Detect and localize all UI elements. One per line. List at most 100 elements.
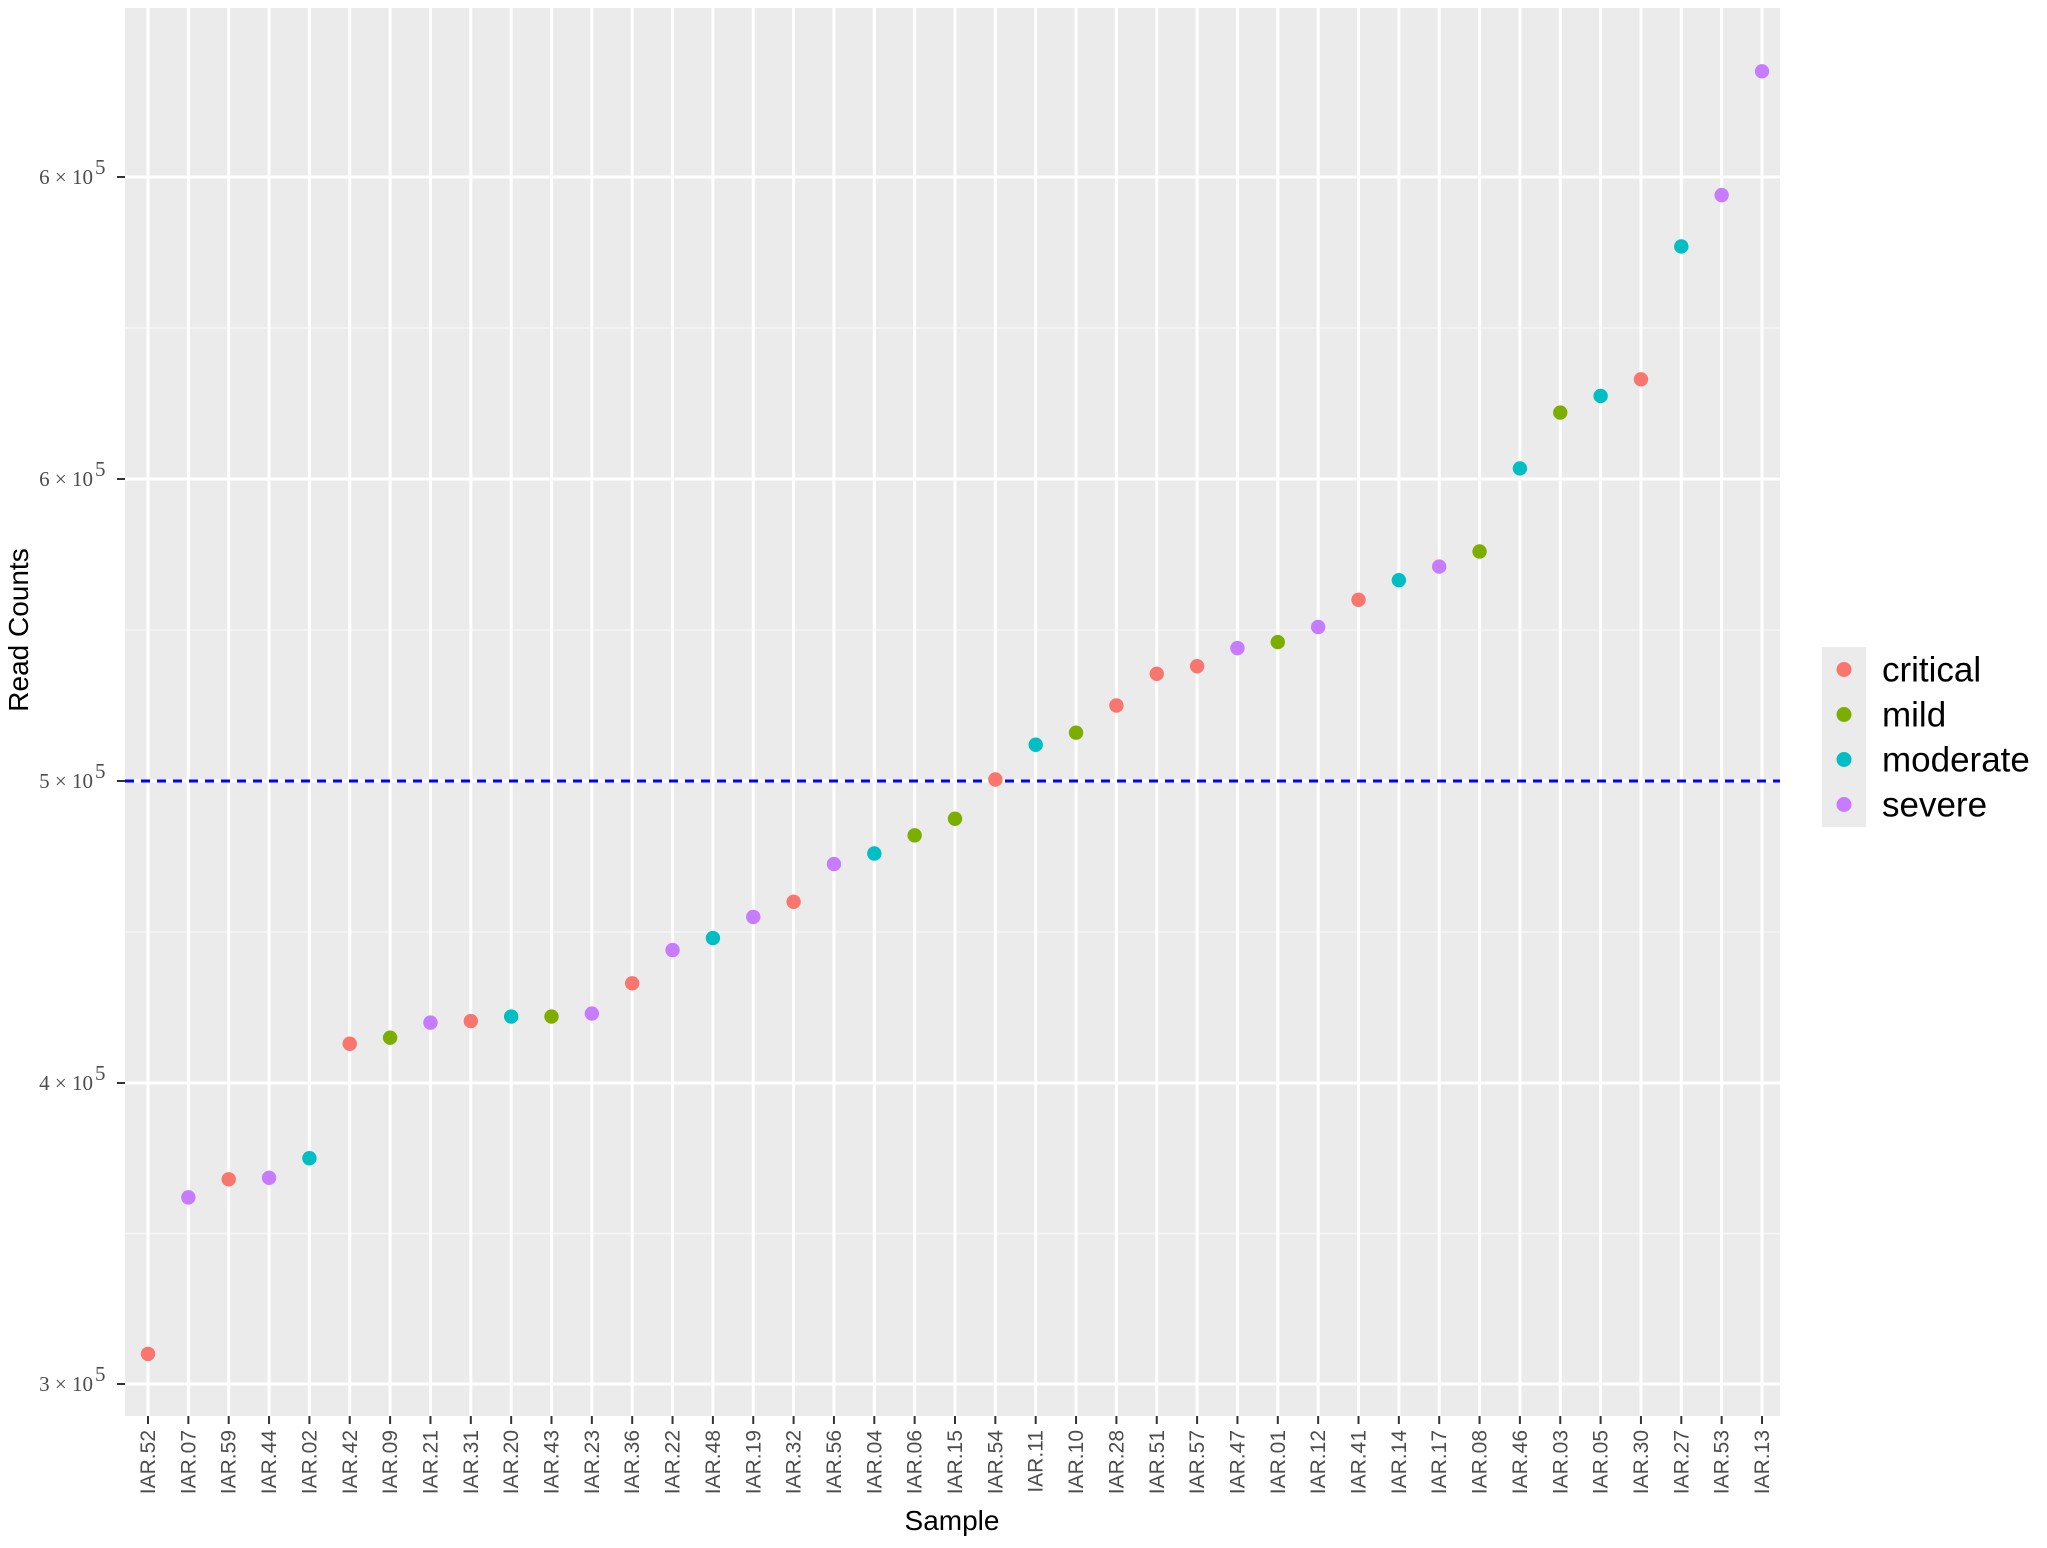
- x-tick-label: IAR.59: [218, 1430, 241, 1494]
- x-tick-label: IAR.19: [742, 1430, 765, 1494]
- data-point: [302, 1151, 317, 1166]
- data-point: [1674, 239, 1689, 254]
- data-point: [503, 1009, 519, 1024]
- x-tick-label: IAR.13: [1751, 1430, 1774, 1494]
- x-tick-label: IAR.54: [984, 1430, 1007, 1495]
- legend-label: critical: [1882, 651, 1981, 690]
- x-tick-label: IAR.06: [904, 1430, 927, 1494]
- data-point: [1028, 737, 1043, 752]
- data-point: [867, 846, 882, 861]
- x-tick-label: IAR.52: [137, 1430, 160, 1494]
- panel-background: [125, 8, 1780, 1416]
- legend-key: [1836, 707, 1852, 722]
- y-tick-label: 3 × 10: [39, 1372, 93, 1396]
- x-tick-label: IAR.22: [662, 1430, 685, 1494]
- data-point: [705, 930, 721, 946]
- x-tick-label: IAR.56: [823, 1430, 846, 1494]
- data-point: [1270, 634, 1286, 650]
- x-tick-label: IAR.43: [541, 1430, 564, 1494]
- y-tick-exponent: 5: [95, 1061, 106, 1085]
- y-tick-exponent: 5: [95, 1362, 106, 1386]
- data-point: [1109, 698, 1124, 713]
- x-tick-label: IAR.41: [1348, 1430, 1371, 1494]
- x-tick-label: IAR.17: [1428, 1430, 1451, 1494]
- x-tick-label: IAR.08: [1469, 1430, 1492, 1494]
- data-point: [1310, 619, 1326, 635]
- x-tick-label: IAR.11: [1025, 1430, 1048, 1493]
- x-tick-label: IAR.48: [702, 1430, 725, 1494]
- x-tick-label: IAR.57: [1186, 1430, 1209, 1494]
- data-point: [1391, 572, 1407, 588]
- x-tick-label: IAR.44: [258, 1430, 281, 1495]
- data-point: [907, 828, 922, 843]
- x-tick-label: IAR.04: [863, 1430, 886, 1495]
- data-point: [947, 811, 963, 826]
- legend-key: [1836, 752, 1852, 767]
- grid-major: [125, 8, 1780, 1416]
- y-axis-title: Read Counts: [3, 548, 34, 711]
- legend-label: mild: [1882, 696, 1946, 735]
- x-tick-label: IAR.02: [298, 1430, 321, 1494]
- data-point: [665, 942, 680, 958]
- y-tick-exponent: 5: [95, 155, 106, 179]
- x-tick-label: IAR.03: [1549, 1430, 1572, 1494]
- data-point: [625, 976, 640, 991]
- y-tick-label: 6 × 10: [39, 165, 93, 189]
- x-tick-label: IAR.20: [500, 1430, 523, 1494]
- y-tick-label: 6 × 10: [39, 467, 93, 491]
- x-tick-label: IAR.05: [1590, 1430, 1613, 1494]
- data-point: [1633, 372, 1649, 387]
- legend-key: [1836, 797, 1852, 812]
- x-tick-label: IAR.51: [1146, 1430, 1169, 1494]
- data-point: [1432, 559, 1447, 574]
- x-tick-label: IAR.10: [1065, 1430, 1088, 1494]
- x-tick-label: IAR.12: [1307, 1430, 1330, 1494]
- data-point: [1189, 659, 1205, 674]
- x-tick-label: IAR.23: [581, 1430, 604, 1494]
- x-tick-label: IAR.07: [177, 1430, 200, 1494]
- legend: critical mild moderate severe: [1822, 647, 2030, 827]
- x-tick-label: IAR.21: [419, 1430, 442, 1494]
- y-tick-label: 4 × 10: [39, 1071, 93, 1095]
- data-point: [1754, 64, 1770, 79]
- data-point: [746, 909, 761, 925]
- x-tick-label: IAR.01: [1267, 1430, 1290, 1494]
- x-tick-label: IAR.47: [1226, 1430, 1249, 1494]
- x-tick-label: IAR.53: [1711, 1430, 1734, 1494]
- y-axis: 3 × 10 54 × 10 55 × 10 56 × 10 56 × 10 5: [39, 155, 125, 1396]
- x-tick-label: IAR.15: [944, 1430, 967, 1494]
- x-tick-label: IAR.09: [379, 1430, 402, 1494]
- data-point: [221, 1172, 236, 1187]
- data-point: [826, 856, 842, 872]
- data-point: [1553, 405, 1568, 420]
- legend-label: moderate: [1882, 741, 2030, 780]
- data-point: [463, 1013, 478, 1029]
- x-tick-label: IAR.42: [339, 1430, 362, 1494]
- x-tick-label: IAR.46: [1509, 1430, 1532, 1494]
- data-point: [181, 1190, 196, 1205]
- y-tick-exponent: 5: [95, 457, 106, 481]
- data-point: [423, 1015, 438, 1030]
- x-axis-title: Sample: [905, 1505, 1000, 1536]
- data-point: [1351, 592, 1366, 607]
- data-point: [342, 1036, 357, 1051]
- data-point: [1472, 544, 1487, 559]
- data-points: [140, 64, 1770, 1362]
- x-tick-label: IAR.31: [460, 1430, 483, 1494]
- x-tick-label: IAR.36: [621, 1430, 644, 1494]
- x-tick-label: IAR.14: [1388, 1430, 1411, 1495]
- data-point: [786, 894, 801, 909]
- x-tick-label: IAR.32: [783, 1430, 806, 1494]
- data-point: [1714, 187, 1729, 203]
- data-point: [1593, 388, 1608, 404]
- data-point: [988, 772, 1003, 787]
- x-tick-label: IAR.28: [1105, 1430, 1128, 1494]
- data-point: [1512, 461, 1528, 476]
- data-point: [1068, 725, 1084, 740]
- legend-label: severe: [1882, 786, 1987, 825]
- data-point: [544, 1009, 559, 1024]
- data-point: [140, 1346, 156, 1362]
- x-tick-label: IAR.27: [1670, 1430, 1693, 1494]
- x-tick-label: IAR.30: [1630, 1430, 1653, 1494]
